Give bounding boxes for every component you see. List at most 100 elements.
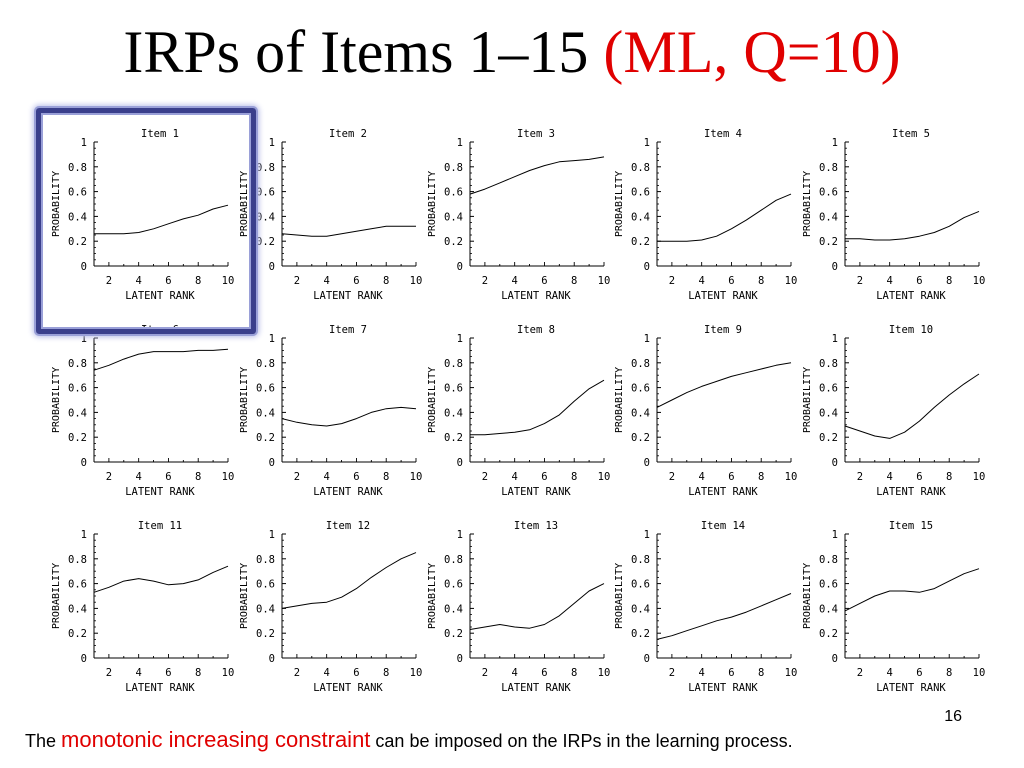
item-12-x-tick-label: 10 [410, 667, 423, 679]
item-5-y-tick-label: 1 [832, 137, 838, 149]
item-12-y-tick-label: 0.8 [256, 554, 275, 566]
item-14-x-tick-label: 2 [669, 667, 675, 679]
footer-note: The monotonic increasing constraint can … [25, 727, 1015, 753]
page-number: 16 [944, 708, 962, 725]
item-6-x-axis-label: LATENT RANK [125, 486, 195, 498]
item-9-x-tick-label: 6 [728, 471, 734, 483]
item-1-y-tick-label: 0.4 [68, 211, 87, 223]
item-12-y-tick-label: 0.6 [256, 579, 275, 591]
item-5-chart: Item 5 0 0.2 0.4 0.6 0.8 1 2 4 6 8 10 LATENT RANK PRO… [802, 128, 985, 302]
item-3-title: Item 3 [517, 128, 555, 140]
item-5-y-tick-label: 0.6 [819, 187, 838, 199]
item-1-y-axis-label: PROBABILITY [51, 171, 62, 237]
item-6-x-tick-label: 6 [165, 471, 171, 483]
item-7-x-tick-label: 10 [410, 471, 423, 483]
item-14-x-tick-label: 4 [699, 667, 705, 679]
item-6-title: Item 6 [141, 324, 179, 336]
footer-emphasis: monotonic increasing constraint [61, 727, 371, 752]
item-2-x-tick-label: 2 [294, 275, 300, 287]
item-9-y-axis-label: PROBABILITY [614, 367, 625, 433]
item-8-y-tick-label: 1 [457, 333, 463, 345]
item-7-x-axis-label: LATENT RANK [313, 486, 383, 498]
item-12-x-tick-label: 4 [324, 667, 330, 679]
item-10-x-tick-label: 2 [857, 471, 863, 483]
item-3-y-tick-label: 0.2 [444, 236, 463, 248]
item-1-x-tick-label: 2 [106, 275, 112, 287]
item-4-irp-curve [657, 193, 792, 242]
item-8-y-tick-label: 0.6 [444, 383, 463, 395]
item-15-y-tick-label: 0.6 [819, 579, 838, 591]
item-7-irp-curve [281, 406, 417, 427]
item-10-chart: Item 10 0 0.2 0.4 0.6 0.8 1 2 4 6 8 10 LATENT RANK PR… [802, 324, 985, 498]
item-2-x-tick-label: 10 [410, 275, 423, 287]
item-1-y-tick-label: 0 [81, 261, 87, 273]
item-12-x-tick-label: 2 [294, 667, 300, 679]
item-15-y-tick-label: 0 [832, 653, 838, 665]
item-5-x-tick-label: 6 [916, 275, 922, 287]
item-8-x-tick-label: 8 [571, 471, 577, 483]
item-4-y-tick-label: 1 [644, 137, 650, 149]
item-5-irp-curve [845, 210, 980, 241]
item-11-y-tick-label: 0.8 [68, 554, 87, 566]
item-14-x-tick-label: 10 [785, 667, 798, 679]
item-9-y-tick-label: 0 [644, 457, 650, 469]
item-2-y-tick-label: 0.6 [256, 187, 275, 199]
item-14-y-tick-label: 0.6 [631, 579, 650, 591]
item-12-chart: Item 12 0 0.2 0.4 0.6 0.8 1 2 4 6 8 10 LATENT RANK PR… [239, 520, 422, 694]
item-9-x-tick-label: 8 [758, 471, 764, 483]
item-13-x-tick-label: 2 [482, 667, 488, 679]
item-11-y-axis-label: PROBABILITY [51, 563, 62, 629]
item-6-y-tick-label: 0 [81, 457, 87, 469]
item-4-y-tick-label: 0 [644, 261, 650, 273]
item-5-x-axis-label: LATENT RANK [876, 290, 946, 302]
item-3-x-tick-label: 6 [541, 275, 547, 287]
item-9-title: Item 9 [704, 324, 742, 336]
item-1-y-tick-label: 0.6 [68, 187, 87, 199]
item-1-y-tick-label: 0.8 [68, 162, 87, 174]
item-8-y-tick-label: 0.2 [444, 432, 463, 444]
item-10-y-tick-label: 0.4 [819, 407, 838, 419]
item-2-y-tick-label: 1 [269, 137, 275, 149]
item-5-x-tick-label: 4 [887, 275, 893, 287]
item-1-x-tick-label: 4 [136, 275, 142, 287]
item-4-y-tick-label: 0.8 [631, 162, 650, 174]
item-11-y-tick-label: 0.6 [68, 579, 87, 591]
item-7-x-tick-label: 6 [353, 471, 359, 483]
item-6-y-tick-label: 0.8 [68, 358, 87, 370]
item-11-x-tick-label: 2 [106, 667, 112, 679]
item-11-x-axis-label: LATENT RANK [125, 682, 195, 694]
item-1-x-axis-label: LATENT RANK [125, 290, 195, 302]
item-2-x-tick-label: 4 [324, 275, 330, 287]
title-note: (ML, Q=10) [603, 19, 901, 85]
item-4-x-tick-label: 2 [669, 275, 675, 287]
item-15-y-tick-label: 0.8 [819, 554, 838, 566]
item-9-x-tick-label: 10 [785, 471, 798, 483]
item-3-irp-curve [469, 156, 605, 195]
item-14-x-tick-label: 6 [728, 667, 734, 679]
item-3-x-tick-label: 10 [598, 275, 611, 287]
item-6-x-tick-label: 2 [106, 471, 112, 483]
footer-before: The [25, 731, 62, 751]
item-13-y-tick-label: 0.8 [444, 554, 463, 566]
item-14-x-tick-label: 8 [758, 667, 764, 679]
item-6-y-tick-label: 0.2 [68, 432, 87, 444]
item-2-x-tick-label: 6 [353, 275, 359, 287]
item-2-y-tick-label: 0 [269, 261, 275, 273]
item-11-x-tick-label: 6 [165, 667, 171, 679]
item-10-title: Item 10 [889, 324, 933, 336]
item-8-x-axis-label: LATENT RANK [501, 486, 571, 498]
item-6-y-tick-label: 1 [81, 333, 87, 345]
item-5-title: Item 5 [892, 128, 930, 140]
item-7-y-tick-label: 0.8 [256, 358, 275, 370]
item-15-x-axis-label: LATENT RANK [876, 682, 946, 694]
item-13-x-tick-label: 4 [512, 667, 518, 679]
item-15-title: Item 15 [889, 520, 933, 532]
item-14-chart: Item 14 0 0.2 0.4 0.6 0.8 1 2 4 6 8 10 LATENT RANK PR… [614, 520, 797, 694]
item-1-y-tick-label: 1 [81, 137, 87, 149]
item-5-y-tick-label: 0.8 [819, 162, 838, 174]
item-14-y-axis-label: PROBABILITY [614, 563, 625, 629]
item-2-y-tick-label: 0.4 [256, 211, 275, 223]
item-2-y-tick-label: 0.2 [256, 236, 275, 248]
item-6-x-tick-label: 4 [136, 471, 142, 483]
